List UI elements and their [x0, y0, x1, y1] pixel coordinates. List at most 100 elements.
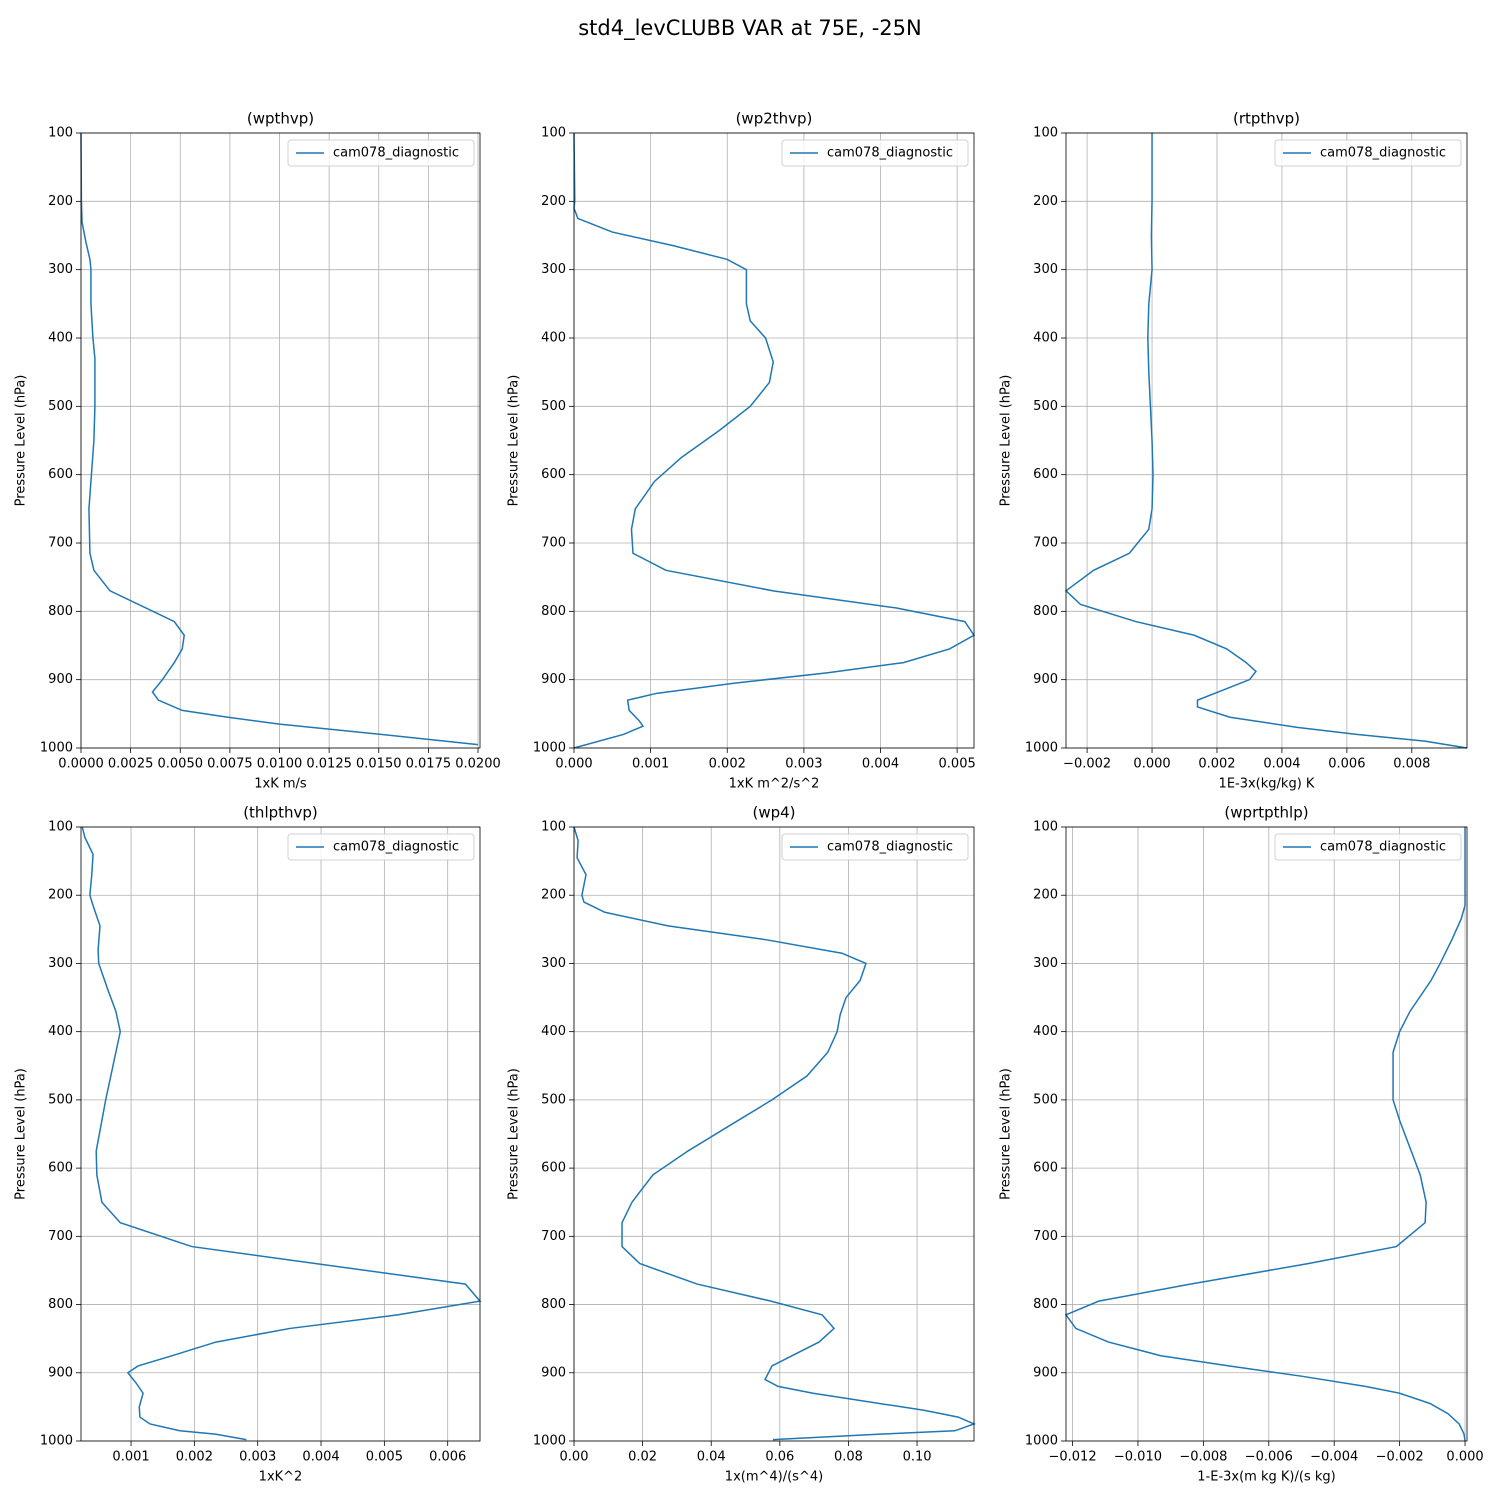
axes-title: (wp4) [752, 804, 795, 822]
data-line [1064, 133, 1468, 749]
y-tick-label: 500 [541, 1092, 566, 1107]
x-tick-label: 0.004 [302, 1450, 339, 1465]
x-axis-label: 1x(m^4)/(s^4) [725, 1470, 823, 1485]
y-tick-label: 400 [541, 1024, 566, 1039]
x-axis-label: 1xK^2 [259, 1470, 303, 1485]
y-tick-label: 600 [541, 1161, 566, 1176]
x-axis-label: 1E-3x(kg/kg) K [1219, 777, 1315, 792]
x-tick-label: 0.001 [632, 757, 669, 772]
x-tick-label: 0.0100 [257, 757, 303, 772]
x-tick-label: 0.0000 [58, 757, 104, 772]
y-tick-label: 700 [1033, 1229, 1058, 1244]
y-tick-label: 200 [1033, 888, 1058, 903]
axes-title: (thlpthvp) [243, 804, 318, 822]
x-tick-label: 0.08 [834, 1450, 863, 1465]
y-tick-label: 500 [1033, 399, 1058, 414]
legend-box [1274, 139, 1462, 167]
y-tick-label: 900 [541, 1365, 566, 1380]
y-tick-label: 800 [1033, 604, 1058, 619]
x-tick-label: 0.002 [176, 1450, 213, 1465]
data-line [81, 826, 482, 1441]
x-tick-label: 0.0075 [207, 757, 253, 772]
x-tick-label: 0.004 [1263, 757, 1300, 772]
axes-frame [1065, 132, 1468, 749]
axes-frame [80, 826, 481, 1442]
x-tick-label: 0.006 [429, 1450, 466, 1465]
legend-label: cam078_diagnostic [333, 146, 459, 161]
y-tick-label: 700 [48, 536, 73, 551]
y-tick-label: 1000 [40, 1434, 73, 1449]
y-tick-label: 600 [1033, 1161, 1058, 1176]
x-tick-label: 0.0125 [306, 757, 352, 772]
x-tick-label: −0.002 [1063, 757, 1111, 772]
legend-box [781, 833, 969, 861]
x-tick-label: −0.010 [1114, 1450, 1162, 1465]
y-tick-label: 500 [541, 399, 566, 414]
y-axis-label: Pressure Level (hPa) [999, 375, 1014, 507]
x-axis-label: 1-E-3x(m kg K)/(s kg) [1197, 1470, 1335, 1485]
y-axis-label: Pressure Level (hPa) [14, 375, 29, 507]
x-tick-label: 0.006 [1328, 757, 1365, 772]
axes-frame [573, 826, 975, 1442]
y-tick-label: 400 [48, 331, 73, 346]
x-tick-label: 0.0050 [158, 757, 204, 772]
axes-title: (wp2thvp) [736, 110, 813, 128]
y-tick-label: 600 [1033, 467, 1058, 482]
y-tick-label: 900 [48, 1365, 73, 1380]
x-tick-label: 0.001 [112, 1450, 149, 1465]
data-line [573, 826, 977, 1441]
legend-label: cam078_diagnostic [1320, 146, 1446, 161]
y-tick-label: 200 [541, 194, 566, 209]
y-tick-label: 900 [1033, 1365, 1058, 1380]
y-tick-label: 1000 [1025, 1434, 1058, 1449]
x-tick-label: 0.00 [560, 1450, 589, 1465]
y-tick-label: 700 [1033, 536, 1058, 551]
y-tick-label: 1000 [1025, 741, 1058, 756]
y-tick-label: 100 [541, 126, 566, 141]
y-tick-label: 300 [1033, 956, 1058, 971]
legend-box [287, 139, 475, 167]
x-tick-label: 0.04 [697, 1450, 726, 1465]
x-tick-label: 0.0175 [406, 757, 452, 772]
y-tick-label: 100 [1033, 126, 1058, 141]
y-tick-label: 500 [1033, 1092, 1058, 1107]
legend-box [781, 139, 969, 167]
x-tick-label: −0.004 [1310, 1450, 1358, 1465]
y-tick-label: 1000 [533, 741, 566, 756]
legend-label: cam078_diagnostic [827, 840, 953, 855]
y-tick-label: 400 [1033, 1024, 1058, 1039]
y-tick-label: 100 [1033, 820, 1058, 835]
x-tick-label: −0.008 [1179, 1450, 1227, 1465]
x-tick-label: 0.002 [709, 757, 746, 772]
y-tick-label: 200 [48, 194, 73, 209]
y-axis-label: Pressure Level (hPa) [14, 1068, 29, 1200]
x-tick-label: 0.0200 [455, 757, 501, 772]
y-tick-label: 300 [48, 262, 73, 277]
y-axis-label: Pressure Level (hPa) [507, 1068, 522, 1200]
y-tick-label: 700 [48, 1229, 73, 1244]
y-tick-label: 600 [48, 1161, 73, 1176]
x-tick-label: 0.06 [765, 1450, 794, 1465]
x-tick-label: 0.003 [239, 1450, 276, 1465]
legend-box [287, 833, 475, 861]
x-tick-label: 0.000 [555, 757, 592, 772]
axes-frame [80, 132, 481, 749]
x-tick-label: 0.10 [903, 1450, 932, 1465]
y-tick-label: 200 [48, 888, 73, 903]
x-tick-label: −0.012 [1048, 1450, 1096, 1465]
x-tick-label: 0.000 [1446, 1450, 1483, 1465]
axes-title: (rtpthvp) [1233, 110, 1300, 128]
x-tick-label: 0.008 [1393, 757, 1430, 772]
y-tick-label: 400 [541, 331, 566, 346]
x-tick-label: 0.005 [939, 757, 976, 772]
legend-label: cam078_diagnostic [333, 840, 459, 855]
y-tick-label: 400 [48, 1024, 73, 1039]
y-tick-label: 800 [1033, 1297, 1058, 1312]
y-tick-label: 100 [48, 820, 73, 835]
y-tick-label: 1000 [533, 1434, 566, 1449]
y-tick-label: 200 [1033, 194, 1058, 209]
x-axis-label: 1xK m^2/s^2 [729, 777, 820, 792]
legend-label: cam078_diagnostic [1320, 840, 1446, 855]
y-tick-label: 300 [1033, 262, 1058, 277]
